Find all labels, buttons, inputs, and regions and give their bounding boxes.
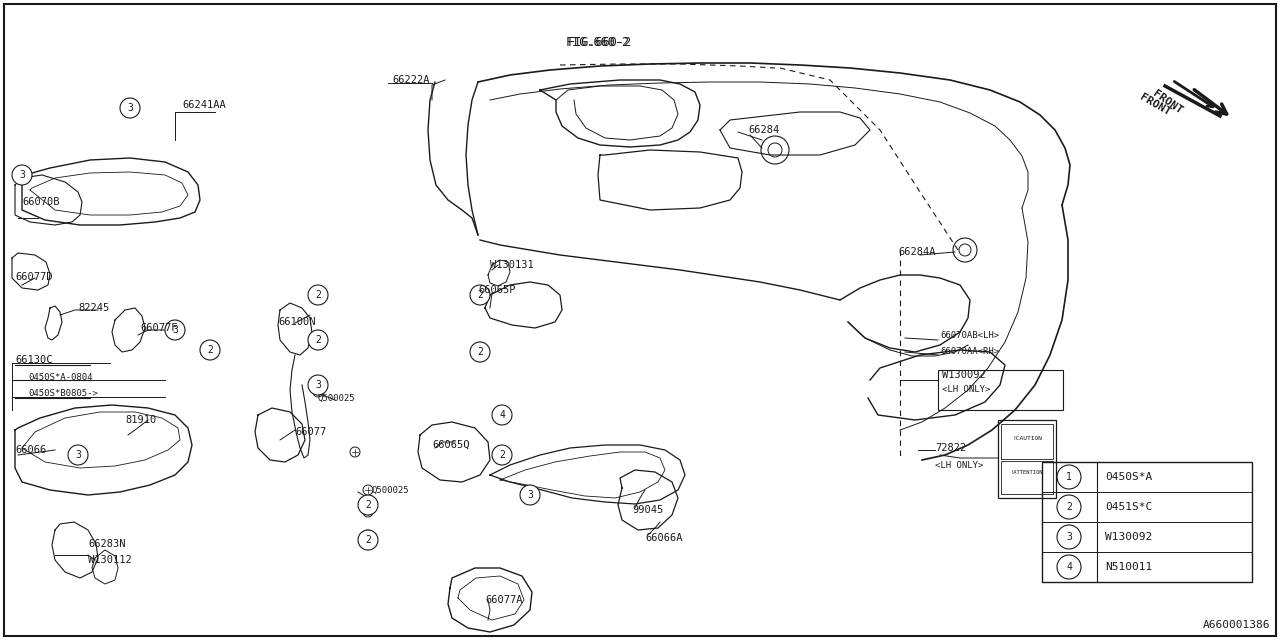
Text: 99045: 99045 [632, 505, 663, 515]
Text: N510011: N510011 [1105, 562, 1152, 572]
Text: 66070AB<LH>: 66070AB<LH> [940, 330, 1000, 339]
Text: Q500025: Q500025 [317, 394, 356, 403]
Text: <LH ONLY>: <LH ONLY> [934, 461, 983, 470]
Circle shape [520, 485, 540, 505]
Text: 2: 2 [365, 535, 371, 545]
Text: 66283N: 66283N [88, 539, 125, 549]
Text: 0450S*A: 0450S*A [1105, 472, 1152, 482]
Circle shape [492, 405, 512, 425]
Text: 2: 2 [365, 500, 371, 510]
Circle shape [308, 330, 328, 350]
Bar [1001, 461, 1053, 494]
Text: 82245: 82245 [78, 303, 109, 313]
Circle shape [1057, 555, 1082, 579]
Text: W130112: W130112 [88, 555, 132, 565]
Text: A660001386: A660001386 [1202, 620, 1270, 630]
Bar [1042, 462, 1252, 582]
Circle shape [470, 342, 490, 362]
Text: 0450S*A-0804: 0450S*A-0804 [28, 372, 92, 381]
Text: !ATTENTION: !ATTENTION [1011, 470, 1043, 474]
Text: 66077F: 66077F [140, 323, 178, 333]
Text: 2: 2 [477, 347, 483, 357]
Text: 66284A: 66284A [899, 247, 936, 257]
Circle shape [470, 285, 490, 305]
Text: 66222A: 66222A [392, 75, 430, 85]
Text: 2: 2 [207, 345, 212, 355]
Text: FRONT: FRONT [1138, 92, 1172, 118]
Circle shape [492, 445, 512, 465]
Text: 66130C: 66130C [15, 355, 52, 365]
Text: !CAUTION: !CAUTION [1012, 435, 1042, 440]
Text: <LH ONLY>: <LH ONLY> [942, 385, 991, 394]
Text: 66077: 66077 [294, 427, 326, 437]
Circle shape [308, 375, 328, 395]
Text: 66065P: 66065P [477, 285, 516, 295]
Text: 3: 3 [127, 103, 133, 113]
Circle shape [358, 530, 378, 550]
Text: 3: 3 [527, 490, 532, 500]
Text: W130092: W130092 [942, 370, 986, 380]
Bar [1001, 424, 1053, 459]
Text: Q500025: Q500025 [372, 486, 410, 495]
Text: 0450S*B0805->: 0450S*B0805-> [28, 388, 97, 397]
Text: 66077A: 66077A [485, 595, 522, 605]
Text: 72822: 72822 [934, 443, 966, 453]
Text: 66070B: 66070B [22, 197, 59, 207]
Text: 81910: 81910 [125, 415, 156, 425]
Text: 66284: 66284 [748, 125, 780, 135]
Text: 4: 4 [499, 410, 504, 420]
Circle shape [308, 285, 328, 305]
Text: 3: 3 [172, 325, 178, 335]
Text: 0451S*C: 0451S*C [1105, 502, 1152, 512]
Text: 3: 3 [76, 450, 81, 460]
Text: 66241AA: 66241AA [182, 100, 225, 110]
Text: 4: 4 [1066, 562, 1071, 572]
Text: 2: 2 [315, 335, 321, 345]
Text: FIG.660-2: FIG.660-2 [566, 35, 630, 49]
Text: 66077D: 66077D [15, 272, 52, 282]
Circle shape [120, 98, 140, 118]
Text: W130092: W130092 [1105, 532, 1152, 542]
Text: 3: 3 [315, 380, 321, 390]
Circle shape [200, 340, 220, 360]
Circle shape [358, 495, 378, 515]
Text: 2: 2 [1066, 502, 1071, 512]
Text: 66065Q: 66065Q [433, 440, 470, 450]
Text: 66066A: 66066A [645, 533, 682, 543]
Text: 66066: 66066 [15, 445, 46, 455]
Circle shape [1057, 465, 1082, 489]
Text: W130131: W130131 [490, 260, 534, 270]
Circle shape [12, 165, 32, 185]
Circle shape [1057, 525, 1082, 549]
Text: 3: 3 [19, 170, 24, 180]
Text: 2: 2 [315, 290, 321, 300]
Text: 2: 2 [499, 450, 504, 460]
Text: 2: 2 [477, 290, 483, 300]
Text: 1: 1 [1066, 472, 1071, 482]
Bar [998, 420, 1056, 498]
Circle shape [1057, 495, 1082, 519]
Bar [938, 370, 1062, 410]
Text: 3: 3 [1066, 532, 1071, 542]
Circle shape [165, 320, 186, 340]
Text: FIG.660-2: FIG.660-2 [568, 35, 632, 49]
Text: FRONT: FRONT [1151, 88, 1185, 116]
Circle shape [68, 445, 88, 465]
Text: 66100N: 66100N [278, 317, 315, 327]
Text: 66070AA<RH>: 66070AA<RH> [940, 348, 1000, 356]
